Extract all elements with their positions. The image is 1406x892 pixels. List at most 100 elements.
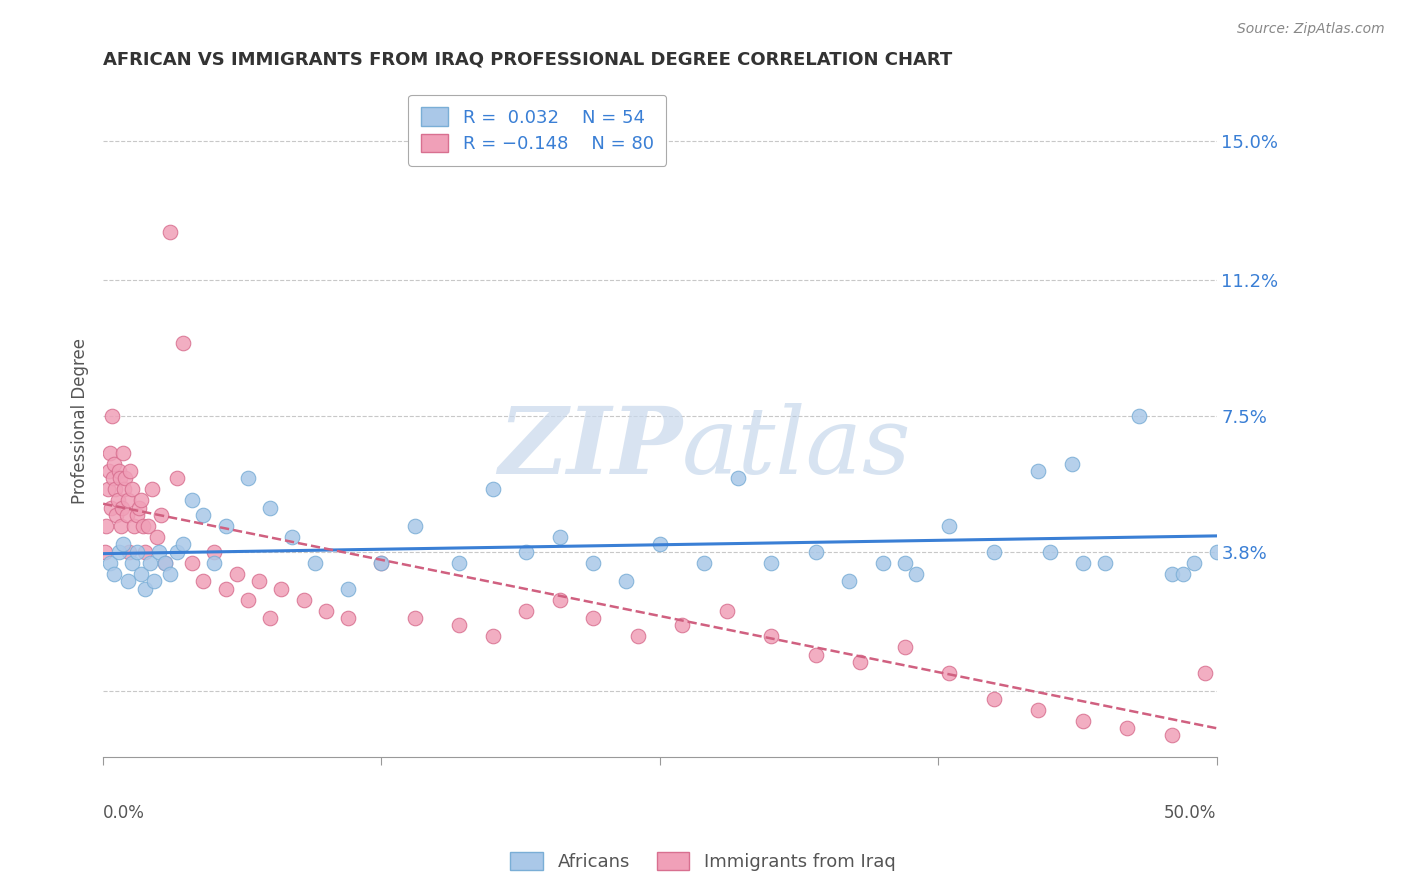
Point — [1071, 714, 1094, 728]
Point — [150, 508, 173, 522]
Point — [1339, 739, 1361, 754]
Point — [247, 574, 270, 589]
Point — [582, 611, 605, 625]
Point — [172, 537, 194, 551]
Point — [110, 519, 132, 533]
Point — [166, 545, 188, 559]
Text: ZIP: ZIP — [498, 403, 682, 493]
Point — [129, 493, 152, 508]
Point — [1038, 545, 1060, 559]
Point — [115, 508, 138, 522]
Point — [118, 464, 141, 478]
Point — [548, 530, 571, 544]
Point — [259, 500, 281, 515]
Point — [1316, 732, 1339, 747]
Point — [139, 556, 162, 570]
Point — [582, 556, 605, 570]
Point — [236, 592, 259, 607]
Point — [98, 556, 121, 570]
Point — [103, 457, 125, 471]
Text: atlas: atlas — [682, 403, 911, 493]
Point — [101, 471, 124, 485]
Point — [134, 582, 156, 596]
Text: 50.0%: 50.0% — [1164, 805, 1216, 822]
Point — [166, 471, 188, 485]
Point — [804, 545, 827, 559]
Point — [1295, 714, 1317, 728]
Point — [281, 530, 304, 544]
Point — [112, 445, 135, 459]
Point — [111, 500, 134, 515]
Point — [214, 582, 236, 596]
Point — [172, 335, 194, 350]
Point — [370, 556, 392, 570]
Legend: Africans, Immigrants from Iraq: Africans, Immigrants from Iraq — [503, 845, 903, 879]
Point — [315, 603, 337, 617]
Point — [1384, 721, 1406, 735]
Point — [1182, 556, 1205, 570]
Point — [104, 483, 127, 497]
Point — [101, 409, 124, 423]
Point — [938, 665, 960, 680]
Point — [983, 691, 1005, 706]
Point — [1272, 721, 1295, 735]
Point — [1116, 721, 1139, 735]
Point — [482, 483, 505, 497]
Point — [404, 519, 426, 533]
Point — [449, 618, 471, 632]
Point — [1161, 566, 1184, 581]
Point — [304, 556, 326, 570]
Point — [121, 556, 143, 570]
Point — [759, 556, 782, 570]
Point — [872, 556, 894, 570]
Text: 0.0%: 0.0% — [103, 805, 145, 822]
Point — [259, 611, 281, 625]
Legend: R =  0.032    N = 54, R = −0.148    N = 80: R = 0.032 N = 54, R = −0.148 N = 80 — [409, 95, 666, 166]
Point — [716, 603, 738, 617]
Point — [270, 582, 292, 596]
Point — [98, 445, 121, 459]
Point — [132, 519, 155, 533]
Point — [1060, 457, 1083, 471]
Point — [804, 648, 827, 662]
Point — [124, 519, 146, 533]
Point — [838, 574, 860, 589]
Point — [1171, 566, 1194, 581]
Point — [759, 629, 782, 643]
Point — [94, 545, 117, 559]
Point — [114, 471, 136, 485]
Point — [214, 519, 236, 533]
Point — [894, 640, 917, 655]
Point — [1071, 556, 1094, 570]
Point — [117, 574, 139, 589]
Point — [1028, 703, 1050, 717]
Point — [125, 545, 148, 559]
Point — [136, 519, 159, 533]
Text: AFRICAN VS IMMIGRANTS FROM IRAQ PROFESSIONAL DEGREE CORRELATION CHART: AFRICAN VS IMMIGRANTS FROM IRAQ PROFESSI… — [103, 51, 952, 69]
Point — [292, 592, 315, 607]
Point — [515, 603, 537, 617]
Point — [100, 500, 122, 515]
Point — [118, 545, 141, 559]
Point — [1128, 409, 1150, 423]
Point — [125, 508, 148, 522]
Point — [1194, 665, 1216, 680]
Point — [97, 483, 120, 497]
Point — [1361, 728, 1384, 742]
Text: Source: ZipAtlas.com: Source: ZipAtlas.com — [1237, 22, 1385, 37]
Point — [236, 471, 259, 485]
Point — [337, 611, 360, 625]
Point — [693, 556, 716, 570]
Point — [121, 483, 143, 497]
Point — [370, 556, 392, 570]
Point — [193, 508, 215, 522]
Point — [204, 545, 226, 559]
Point — [727, 471, 749, 485]
Point — [128, 500, 150, 515]
Point — [225, 566, 247, 581]
Point — [1227, 739, 1250, 754]
Point — [1028, 464, 1050, 478]
Point — [145, 530, 167, 544]
Point — [1161, 728, 1184, 742]
Point — [97, 464, 120, 478]
